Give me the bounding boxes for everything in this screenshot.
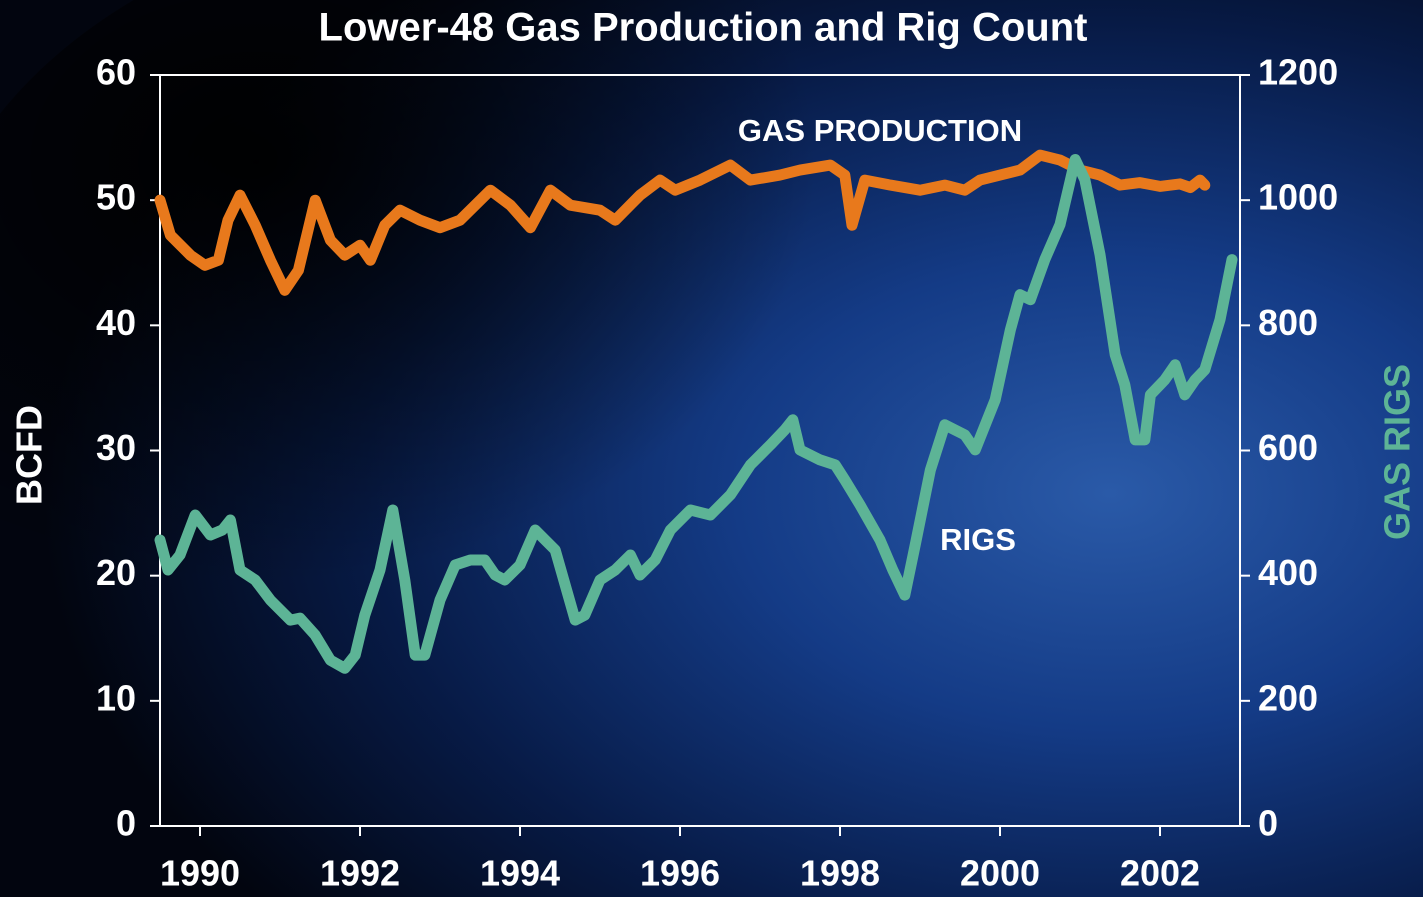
y-tick-label: 20 <box>96 552 136 593</box>
page: {"chart_data": {"type": "line", "title":… <box>0 0 1423 897</box>
x-tick-label: 1994 <box>480 853 560 894</box>
annotation: RIGS <box>940 522 1016 557</box>
chart-title: Lower-48 Gas Production and Rig Count <box>319 6 1088 50</box>
y-axis-label: BCFD <box>9 405 50 505</box>
y2-tick-label: 200 <box>1258 677 1318 718</box>
y2-tick-label: 1200 <box>1258 52 1338 93</box>
x-tick-label: 1998 <box>800 853 880 894</box>
y2-tick-label: 1000 <box>1258 177 1338 218</box>
y2-tick-label: 600 <box>1258 427 1318 468</box>
y2-tick-label: 0 <box>1258 803 1278 844</box>
annotation: GAS PRODUCTION <box>738 113 1022 148</box>
x-tick-label: 1992 <box>320 853 400 894</box>
y-tick-label: 60 <box>96 52 136 93</box>
x-tick-label: 2002 <box>1120 853 1200 894</box>
y2-tick-label: 400 <box>1258 552 1318 593</box>
x-tick-label: 1996 <box>640 853 720 894</box>
y2-axis-label: GAS RIGS <box>1377 364 1418 540</box>
y-tick-label: 40 <box>96 302 136 343</box>
y2-tick-label: 800 <box>1258 302 1318 343</box>
y-tick-label: 0 <box>116 803 136 844</box>
y-tick-label: 10 <box>96 677 136 718</box>
chart: Lower-48 Gas Production and Rig Count BC… <box>0 0 1423 897</box>
x-tick-label: 1990 <box>160 853 240 894</box>
y-tick-label: 30 <box>96 427 136 468</box>
y-tick-label: 50 <box>96 177 136 218</box>
x-tick-label: 2000 <box>960 853 1040 894</box>
